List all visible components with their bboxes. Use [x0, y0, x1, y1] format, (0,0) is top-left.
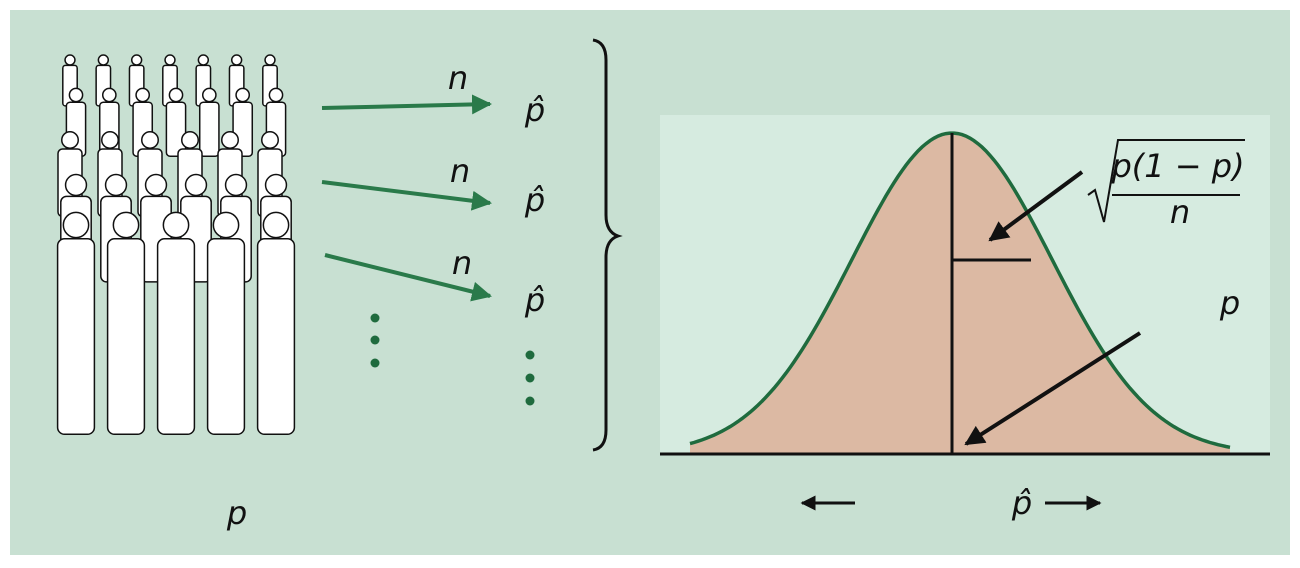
person-figure: [106, 238, 146, 436]
person-figure: [104, 173, 128, 197]
sample-size: n: [448, 59, 468, 97]
population-label: p: [226, 494, 247, 532]
axis-label: p̂: [1011, 484, 1032, 522]
person-figure: [261, 131, 279, 149]
person-figure: [112, 211, 140, 239]
person-figure: [144, 173, 168, 197]
person-figure: [264, 54, 276, 66]
sample-size: n: [452, 244, 472, 282]
person-figure: [168, 87, 184, 103]
person-figure: [235, 87, 251, 103]
sample-statistic: p̂: [524, 91, 545, 129]
person-figure: [262, 211, 290, 239]
person-figure: [206, 238, 246, 436]
person-figure: [268, 87, 284, 103]
sample-size: n: [450, 152, 470, 190]
curve-fill: [690, 133, 1230, 454]
person-figure: [141, 131, 159, 149]
sd-numerator: p(1 − p): [1110, 147, 1244, 185]
person-figure: [224, 173, 248, 197]
person-figure: [64, 54, 76, 66]
sample-arrow: [324, 253, 492, 302]
person-figure: [264, 173, 288, 197]
person-figure: [184, 173, 208, 197]
normal-curve: [689, 131, 1231, 450]
person-figure: [64, 173, 88, 197]
person-figure: [101, 131, 119, 149]
sample-statistic: p̂: [524, 181, 545, 219]
person-figure: [201, 87, 217, 103]
sample-arrow: [321, 180, 492, 211]
person-figure: [221, 131, 239, 149]
sqrt-sign: [1087, 139, 1245, 223]
ellipsis-dots: [370, 313, 535, 406]
person-figure: [56, 238, 96, 436]
person-figure: [130, 54, 143, 66]
person-figure: [135, 87, 151, 103]
person-figure: [232, 101, 254, 157]
person-figure: [212, 211, 240, 239]
person-figure: [97, 54, 110, 66]
sample-statistic: p̂: [524, 281, 545, 319]
person-figure: [101, 87, 117, 103]
person-figure: [198, 101, 220, 157]
crowd-illustration: [56, 54, 296, 436]
person-figure: [162, 211, 190, 239]
pointer-arrow: [964, 331, 1142, 446]
person-figure: [165, 101, 187, 157]
sample-arrow: [321, 94, 492, 115]
person-figure: [256, 238, 296, 436]
brace: [592, 38, 623, 452]
person-figure: [230, 54, 243, 66]
person-figure: [181, 131, 199, 149]
person-figure: [61, 131, 79, 149]
person-figure: [164, 54, 176, 66]
mean-label: p: [1219, 284, 1240, 322]
person-figure: [68, 87, 84, 103]
person-figure: [197, 54, 210, 66]
person-figure: [62, 211, 90, 239]
sd-denominator: n: [1170, 193, 1190, 231]
pointer-arrow: [988, 170, 1084, 242]
person-figure: [156, 238, 196, 436]
